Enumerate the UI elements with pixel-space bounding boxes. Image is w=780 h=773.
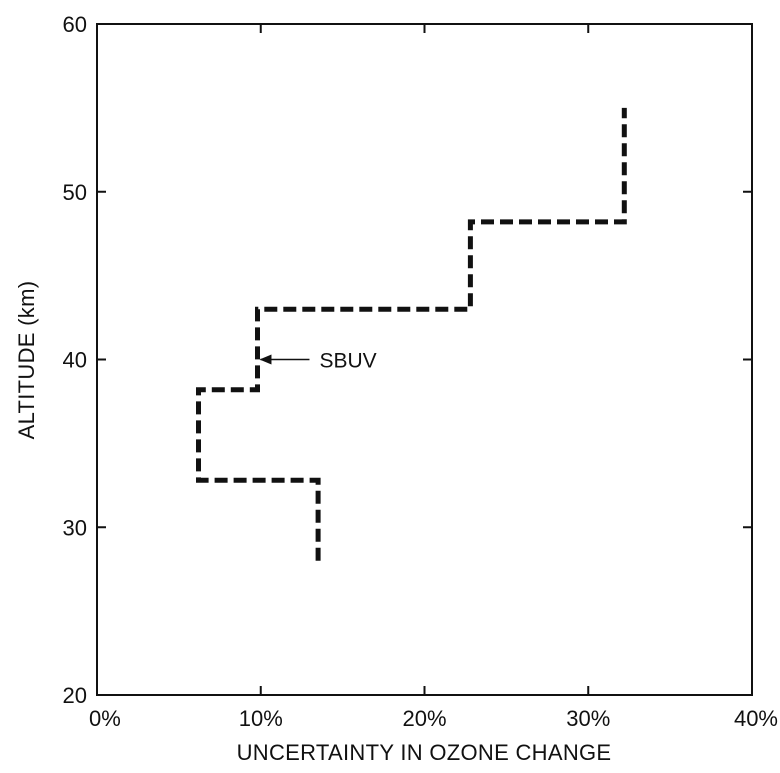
- x-tick-label: 30%: [566, 706, 610, 731]
- x-tick-label: 10%: [239, 706, 283, 731]
- y-tick-label: 60: [63, 12, 87, 37]
- y-tick-label: 40: [63, 348, 87, 373]
- x-axis-ticks: 0% 10% 20% 30% 40%: [89, 24, 778, 731]
- y-axis-ticks: 20 30 40 50 60: [63, 12, 752, 708]
- x-tick-label: 40%: [734, 706, 778, 731]
- annotation-layer: SBUV: [259, 350, 377, 373]
- y-tick-label: 50: [63, 180, 87, 205]
- x-tick-label: 20%: [402, 706, 446, 731]
- plot-frame: [96, 23, 753, 696]
- y-axis-title: ALTITUDE (km): [14, 281, 39, 440]
- annotation-label-sbuv: SBUV: [319, 350, 376, 373]
- x-axis-title: UNCERTAINTY IN OZONE CHANGE: [237, 740, 612, 765]
- y-tick-label: 30: [63, 515, 87, 540]
- x-tick-label: 0%: [89, 706, 121, 731]
- y-tick-label: 20: [63, 683, 87, 708]
- series-line-sbuv: [196, 107, 627, 561]
- series-layer: [196, 107, 627, 561]
